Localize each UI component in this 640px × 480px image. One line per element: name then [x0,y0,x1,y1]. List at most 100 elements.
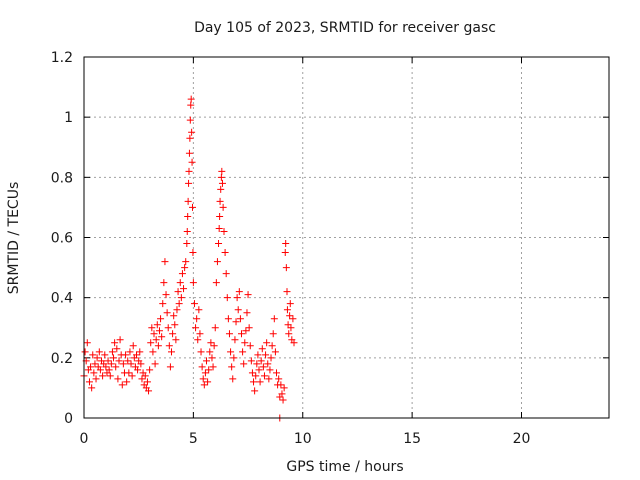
data-point [282,264,290,272]
data-point [243,309,251,317]
data-point [286,300,294,308]
y-tick-label: 0.4 [51,291,73,307]
data-point [183,227,191,235]
data-point [111,339,119,347]
data-point [236,315,244,323]
data-point [164,324,172,332]
data-point [219,203,227,211]
data-point [271,348,279,356]
data-point [96,366,104,374]
data-point [153,321,161,329]
data-point [284,321,292,329]
data-point [127,360,135,368]
data-point [166,363,174,371]
grid-lines [84,57,609,418]
data-point [266,366,274,374]
x-tick-label: 0 [80,431,89,447]
data-point [223,294,231,302]
data-point [216,212,224,220]
data-point [151,360,159,368]
data-point [163,309,171,317]
data-point [136,348,144,356]
y-tick-label: 1.2 [51,50,73,66]
data-point [267,354,275,362]
data-point [210,342,218,350]
data-point [257,357,265,365]
data-point [180,285,188,293]
data-point [184,197,192,205]
x-tick-label: 10 [294,431,312,447]
data-point [105,366,113,374]
data-point [232,318,240,326]
data-point [88,384,96,392]
y-tick-label: 1 [64,110,73,126]
data-point [279,396,287,404]
data-point [265,375,273,383]
data-point [91,360,99,368]
data-point [217,173,225,181]
data-point [269,330,277,338]
data-point [252,372,260,380]
data-point [81,348,89,356]
data-point [185,149,193,157]
data-point [172,336,180,344]
data-point [189,279,197,287]
data-point [89,351,97,359]
data-point [124,357,132,365]
data-point [145,387,153,395]
data-point [213,258,221,266]
data-point [115,357,123,365]
data-point [254,351,262,359]
data-point [230,354,238,362]
data-point [114,375,122,383]
data-point [235,288,243,296]
data-point [204,378,212,386]
data-point [216,197,224,205]
data-point [188,128,196,136]
data-point [283,288,291,296]
data-point [118,381,126,389]
data-point [87,363,95,371]
data-point [277,381,285,389]
data-point [195,306,203,314]
data-point [186,116,194,124]
data-point [99,372,107,380]
data-point [268,342,276,350]
data-point [275,375,283,383]
data-point [286,312,294,320]
x-axis-label: GPS time / hours [286,459,403,475]
data-point [162,291,170,299]
data-point [282,240,290,248]
data-point [186,134,194,142]
data-point [283,306,291,314]
data-point [108,348,116,356]
data-point [207,339,215,347]
data-point [285,330,293,338]
data-point [280,384,288,392]
data-point [176,279,184,287]
data-point [240,360,248,368]
data-point [250,378,258,386]
data-point [220,227,228,235]
data-point [101,351,109,359]
data-point [178,270,186,278]
data-point [242,327,250,335]
data-point [215,224,223,232]
data-point [287,324,295,332]
data-point [225,330,233,338]
data-point [160,279,168,287]
data-point [181,264,189,272]
data-point [147,339,155,347]
data-point [106,372,114,380]
data-point [229,375,237,383]
data-point [158,333,166,341]
chart-title: Day 105 of 2023, SRMTID for receiver gas… [194,20,496,36]
data-point [241,339,249,347]
data-point [239,348,247,356]
data-point [165,342,173,350]
data-point [141,372,149,380]
data-point [171,321,179,329]
data-point [159,300,167,308]
data-point [278,390,286,398]
